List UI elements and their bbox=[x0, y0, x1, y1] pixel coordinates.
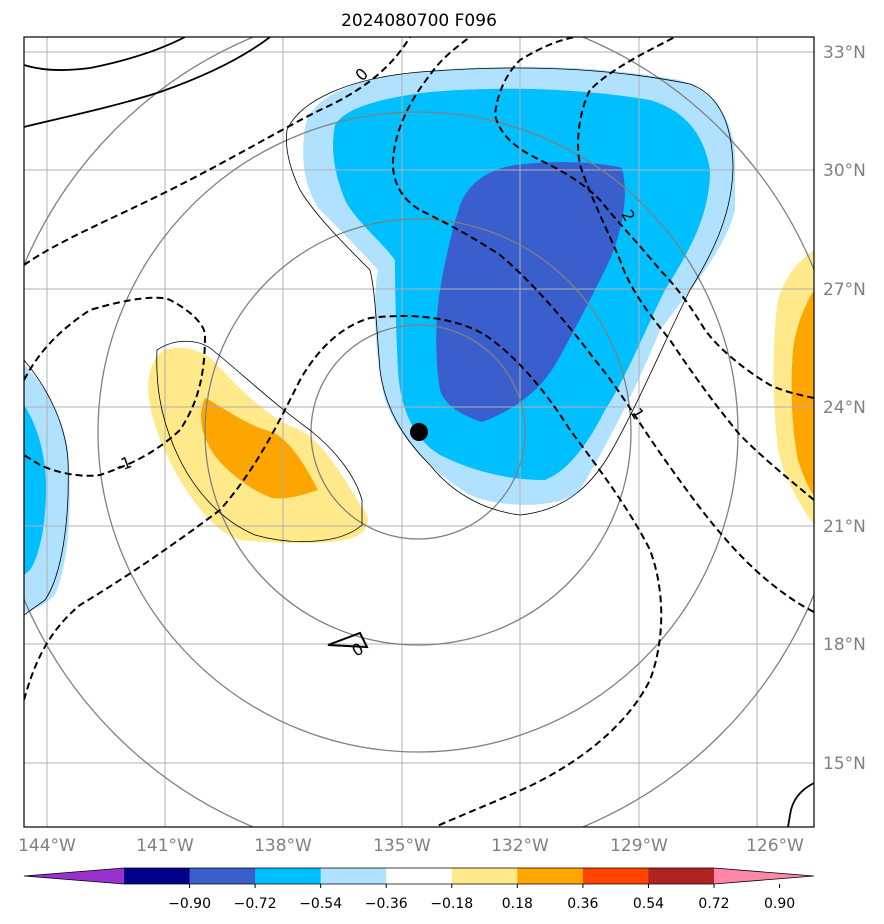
lon-label: 126°W bbox=[746, 836, 804, 856]
colorbar-tick-label: −0.18 bbox=[430, 896, 473, 912]
colorbar-segment bbox=[582, 868, 649, 884]
lon-label: 132°W bbox=[491, 836, 549, 856]
latitude-labels: 33°N 30°N 27°N 24°N 21°N 18°N 15°N bbox=[823, 43, 866, 774]
colorbar-tick-label: −0.72 bbox=[234, 896, 277, 912]
colorbar-outline bbox=[23, 867, 815, 885]
lat-label: 27°N bbox=[823, 280, 866, 300]
lon-label: 144°W bbox=[18, 836, 76, 856]
shading-left-cyan bbox=[24, 405, 47, 575]
lat-label: 30°N bbox=[823, 161, 866, 181]
colorbar-segment bbox=[386, 868, 453, 884]
gridlines bbox=[24, 37, 814, 827]
colorbar-tick-label: −0.90 bbox=[168, 896, 211, 912]
lat-label: 18°N bbox=[823, 635, 866, 655]
lat-label: 15°N bbox=[823, 754, 866, 774]
colorbar-segment bbox=[189, 868, 256, 884]
colorbar-segment bbox=[451, 868, 518, 884]
solid-contours bbox=[24, 37, 814, 827]
lon-label: 138°W bbox=[254, 836, 312, 856]
shading-outlines bbox=[24, 67, 734, 616]
shading-orange-west bbox=[200, 398, 318, 499]
lat-label: 33°N bbox=[823, 43, 866, 63]
colorbar-tick-label: 0.72 bbox=[698, 896, 729, 912]
small-contour-zero bbox=[327, 631, 369, 649]
colorbar-extend-low bbox=[24, 868, 124, 884]
longitude-labels: 144°W 141°W 138°W 135°W 132°W 129°W 126°… bbox=[18, 836, 804, 856]
contour-label-minus1: -1 bbox=[113, 452, 134, 475]
colorbar-tick-label: 0.90 bbox=[764, 896, 795, 912]
colorbar-tick-label: −0.54 bbox=[299, 896, 342, 912]
colorbar-segment bbox=[320, 868, 387, 884]
lon-label: 141°W bbox=[136, 836, 194, 856]
colorbar-segment bbox=[124, 868, 191, 884]
storm-center-marker bbox=[410, 423, 428, 441]
colorbar-segment bbox=[648, 868, 715, 884]
dashed-contours bbox=[24, 37, 814, 827]
colorbar: −0.90 −0.72 −0.54 −0.36 −0.18 0.18 0.36 0.54 0.7… bbox=[23, 867, 815, 912]
colorbar-tick-label: −0.36 bbox=[365, 896, 408, 912]
shading-dark-blue-main bbox=[436, 162, 625, 422]
shading-orange-east bbox=[791, 290, 814, 495]
colorbar-tick-label: 0.54 bbox=[633, 896, 664, 912]
colorbar-segment bbox=[517, 868, 584, 884]
colorbar-tick-label: 0.36 bbox=[567, 896, 598, 912]
lon-label: 135°W bbox=[373, 836, 431, 856]
colorbar-segment bbox=[255, 868, 322, 884]
colorbar-tick-label: 0.18 bbox=[502, 896, 533, 912]
colorbar-extend-high bbox=[714, 868, 814, 884]
plot-border bbox=[23, 36, 815, 828]
map-plot-area: 0 2 1 -1 0 bbox=[24, 37, 814, 827]
lat-label: 21°N bbox=[823, 517, 866, 537]
lon-label: 129°W bbox=[610, 836, 668, 856]
map-title: 2024080700 F096 bbox=[341, 11, 497, 31]
lat-label: 24°N bbox=[823, 398, 866, 418]
